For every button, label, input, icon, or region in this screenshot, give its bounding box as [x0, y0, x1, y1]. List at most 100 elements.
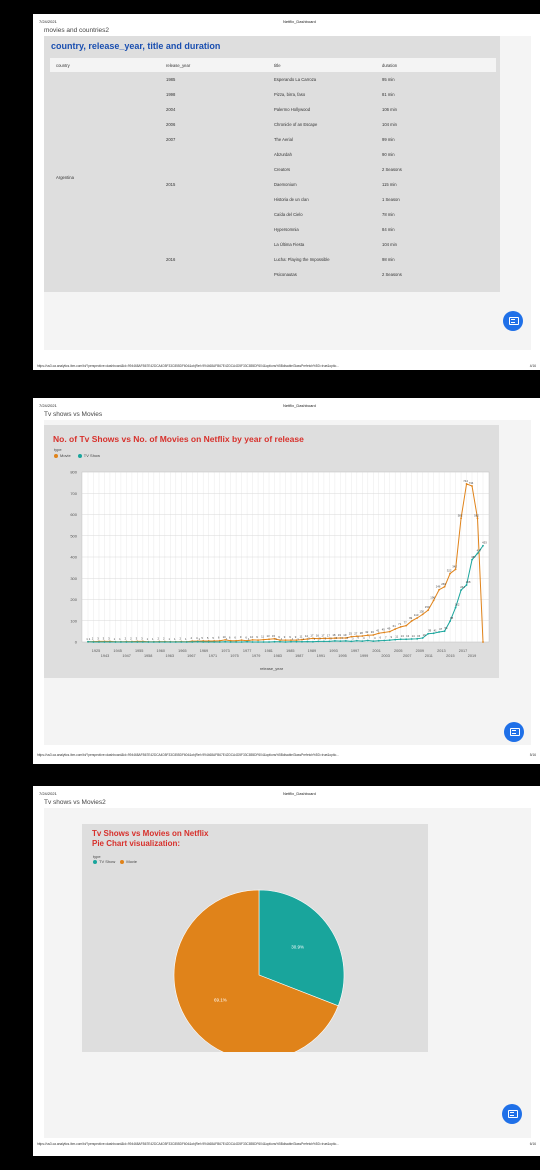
pie-chart-plot[interactable]: 30.9% 69.1%: [82, 824, 428, 1052]
data-label: 99: [409, 616, 413, 620]
data-label: 2: [125, 637, 127, 641]
table-row[interactable]: Caída del Cielo 78 min: [50, 207, 496, 222]
table-row[interactable]: Hypersomnia 84 min: [50, 222, 496, 237]
data-point: [383, 631, 386, 634]
pie-slice-movie[interactable]: [173, 889, 339, 1052]
x-tick-label: 1963: [166, 654, 174, 658]
data-point: [366, 634, 369, 637]
pie-slice-tv-show[interactable]: [258, 889, 345, 1007]
data-point: [383, 639, 386, 642]
data-point: [405, 624, 408, 627]
cell-title: Chronicle of an Escape: [274, 122, 318, 127]
cell-release-year: 2007: [166, 137, 176, 142]
data-point: [290, 640, 292, 643]
data-label: 1: [174, 637, 176, 641]
chat-assistant-button[interactable]: [502, 1104, 522, 1124]
report-page-2: 7/24/2021 Netflix_Dashboard Tv shows vs …: [33, 398, 540, 764]
data-point: [114, 641, 117, 643]
print-title: Netflix_Dashboard: [283, 403, 316, 408]
print-title: Netflix_Dashboard: [283, 791, 316, 796]
data-label: 4: [196, 636, 198, 640]
data-label: 162: [455, 603, 460, 607]
table-row[interactable]: Creators 2 Seasons: [50, 162, 496, 177]
data-label: 5: [336, 636, 338, 640]
data-point: [268, 641, 270, 643]
data-label: 734: [469, 481, 474, 485]
data-label: 1: [292, 637, 294, 641]
cell-duration: 98 min: [382, 257, 395, 262]
data-label: 9: [278, 635, 280, 639]
data-label: 1: [275, 637, 277, 641]
data-label: 322: [447, 569, 452, 573]
table-widget[interactable]: country, release_year, title and duratio…: [44, 36, 500, 292]
data-point: [301, 638, 303, 641]
data-point: [350, 635, 353, 638]
data-point: [350, 640, 353, 643]
data-label: 3: [352, 636, 354, 640]
data-label: 1: [226, 637, 228, 641]
column-header-duration[interactable]: duration: [376, 58, 496, 72]
table-row[interactable]: Abzurdah 90 min: [50, 147, 496, 162]
pie-chart-widget[interactable]: Tv Shows vs Movies on Netflix Pie Chart …: [82, 824, 428, 1052]
data-label: 9: [284, 635, 286, 639]
y-tick-label: 400: [70, 555, 77, 560]
cell-release-year: 2016: [166, 257, 176, 262]
chat-assistant-button[interactable]: [503, 311, 523, 331]
data-label: 17: [321, 633, 325, 637]
data-point: [158, 641, 161, 643]
cell-duration: 106 min: [382, 107, 397, 112]
data-point: [196, 640, 199, 643]
legend-item-movie[interactable]: Movie: [54, 453, 71, 458]
chat-assistant-button[interactable]: [504, 722, 524, 742]
data-point: [416, 637, 419, 640]
data-point: [125, 641, 128, 643]
table-row[interactable]: 1998 Pizza, birra, faso 81 min: [50, 87, 496, 102]
cell-release-year: 2006: [166, 122, 176, 127]
x-tick-label: 1943: [101, 654, 109, 658]
data-label: 113: [414, 613, 419, 617]
data-point: [333, 640, 336, 642]
x-tick-label: 2005: [394, 649, 402, 653]
data-point: [218, 639, 221, 642]
table-row[interactable]: 2015 Daemonium 115 min: [50, 177, 496, 192]
legend-item-movie[interactable]: Movie: [120, 859, 137, 864]
data-label: 61: [393, 624, 397, 628]
data-point: [240, 639, 243, 641]
table-row[interactable]: 2004 Palermo Hollywood 106 min: [50, 102, 496, 117]
legend-item-tv-show[interactable]: TV Show: [93, 859, 115, 864]
data-point: [355, 639, 358, 642]
table-row[interactable]: 2016 Lucha: Playing the Impossible 98 min: [50, 252, 496, 267]
data-point: [224, 640, 227, 643]
data-point: [366, 639, 369, 642]
cell-duration: 99 min: [382, 137, 395, 142]
table-row[interactable]: Psiconautas 2 Seasons: [50, 267, 496, 282]
legend-item-tv-show[interactable]: TV Show: [77, 453, 100, 458]
table-row[interactable]: 2006 Chronicle of an Escape 104 min: [50, 117, 496, 132]
column-header-title[interactable]: title: [268, 58, 376, 72]
data-label: 7: [369, 636, 371, 640]
table-row[interactable]: 2007 The Aerial 99 min: [50, 132, 496, 147]
table-row[interactable]: Historia de un clan 1 Season: [50, 192, 496, 207]
page-url: https://us3.ca.analytics.ibm.com/bi/?per…: [37, 364, 339, 368]
data-point: [449, 620, 451, 623]
data-label: 5: [347, 636, 349, 640]
data-point: [163, 641, 166, 643]
table-row[interactable]: Argentina 1985 Esperando La Carroza 95 min: [50, 72, 496, 180]
data-point: [328, 637, 331, 640]
data-point: [202, 641, 205, 643]
data-table[interactable]: country release_year title duration Arge…: [50, 58, 496, 282]
data-label: 41: [376, 628, 380, 632]
data-label: 2: [308, 637, 310, 641]
data-point: [152, 641, 155, 643]
column-header-release-year[interactable]: release_year: [160, 58, 268, 72]
y-tick-label: 800: [70, 470, 77, 475]
line-chart-widget[interactable]: No. of Tv Shows vs No. of Movies on Netf…: [44, 425, 499, 678]
x-tick-label: 1965: [178, 649, 186, 653]
x-tick-label: 1991: [317, 654, 325, 658]
data-point: [328, 640, 331, 643]
column-header-country[interactable]: country: [50, 58, 160, 72]
x-tick-label: 1955: [135, 649, 143, 653]
table-row[interactable]: La Última Fiesta 104 min: [50, 237, 496, 252]
x-tick-label: 1987: [295, 654, 303, 658]
